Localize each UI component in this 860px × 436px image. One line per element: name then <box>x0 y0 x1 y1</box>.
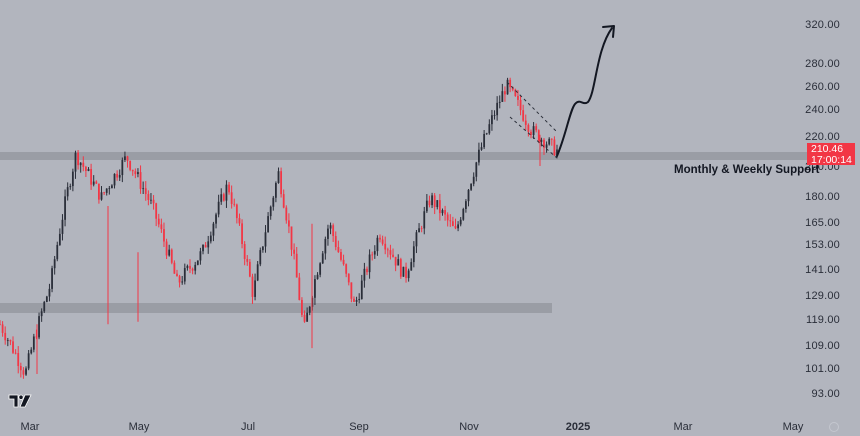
candle-countdown: 17:00:14 <box>811 153 852 166</box>
support-annotation-label: Monthly & Weekly Support <box>674 164 820 176</box>
time-tick-label: 2025 <box>565 421 591 433</box>
channel-line-lower <box>509 116 558 159</box>
price-tick-label: 180.00 <box>805 191 840 203</box>
support-zone-lower <box>0 303 552 313</box>
price-tick-label: 109.00 <box>805 340 840 352</box>
price-tick-label: 101.00 <box>805 363 840 375</box>
projection-arrow <box>556 27 613 157</box>
price-tick-label: 260.00 <box>805 81 840 93</box>
price-tick-label: 141.00 <box>805 264 840 276</box>
last-price-badge: 210.46 17:00:14 <box>807 143 855 165</box>
time-tick-label: Sep <box>349 421 369 433</box>
time-tick-label: Mar <box>673 421 693 433</box>
price-tick-label: 280.00 <box>805 58 840 70</box>
price-tick-label: 129.00 <box>805 290 840 302</box>
price-tick-label: 240.00 <box>805 104 840 116</box>
tradingview-logo-icon[interactable] <box>8 394 32 408</box>
last-price-value: 210.46 <box>811 143 844 155</box>
time-tick-label: Jul <box>240 421 256 433</box>
time-tick-label: May <box>128 421 150 433</box>
price-tick-label: 320.00 <box>805 19 840 31</box>
support-zone-upper <box>0 152 808 160</box>
time-tick-label: May <box>782 421 804 433</box>
price-tick-label: 119.00 <box>805 314 840 326</box>
price-tick-label: 93.00 <box>811 388 840 400</box>
time-tick-label: Nov <box>459 421 479 433</box>
arrowhead-icon <box>602 25 615 38</box>
channel-line-upper <box>506 81 558 133</box>
price-tick-label: 153.00 <box>805 239 840 251</box>
auto-scale-settings-icon[interactable] <box>829 422 839 432</box>
time-tick-label: Mar <box>20 421 40 433</box>
price-tick-label: 165.00 <box>805 217 840 229</box>
candles <box>0 77 558 379</box>
price-tick-label: 220.00 <box>805 131 840 143</box>
